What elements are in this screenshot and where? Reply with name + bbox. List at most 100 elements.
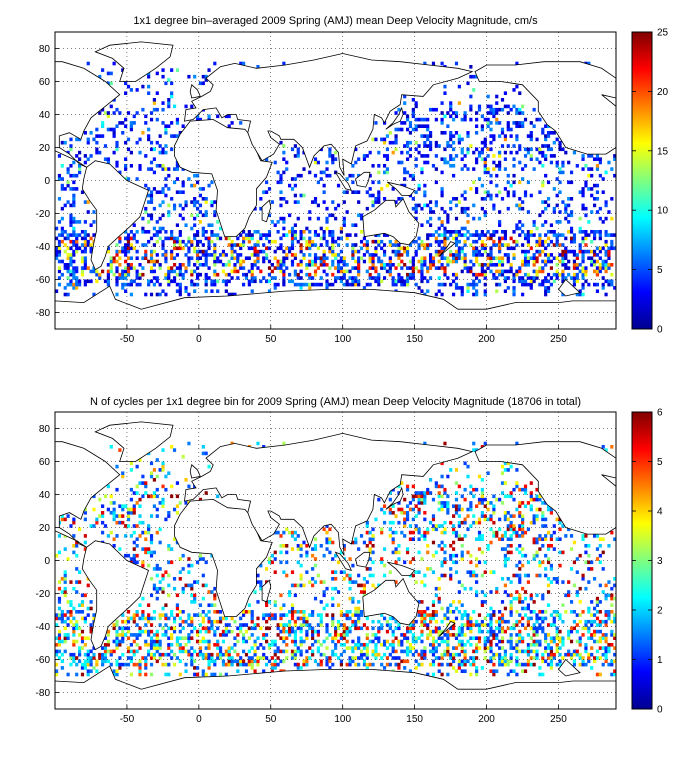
bin-cell — [288, 623, 292, 627]
bin-cell — [480, 230, 484, 234]
bin-cell — [207, 619, 211, 624]
bin-cell — [57, 639, 62, 644]
bin-cell — [578, 249, 582, 254]
bin-cell — [213, 282, 217, 287]
bin-cell — [374, 633, 378, 637]
bin-cell — [567, 203, 571, 208]
bin-cell — [345, 210, 349, 214]
bin-cell — [423, 530, 427, 535]
bin-cell — [587, 173, 591, 178]
bin-cell — [495, 289, 499, 293]
bin-cell — [276, 656, 280, 660]
bin-cell — [201, 187, 205, 191]
bin-cell — [486, 154, 490, 158]
bin-cell — [256, 656, 260, 660]
bin-cell — [299, 629, 303, 634]
bin-cell — [242, 662, 246, 667]
bin-cell — [506, 468, 510, 472]
bin-cell — [420, 276, 424, 280]
bin-cell — [477, 107, 482, 112]
bin-cell — [308, 210, 312, 214]
bin-cell — [144, 484, 148, 489]
bin-cell — [147, 187, 151, 191]
bin-cell — [101, 520, 105, 525]
bin-cell — [313, 269, 318, 274]
bin-cell — [147, 649, 151, 654]
bin-cell — [414, 147, 418, 152]
bin-cell — [161, 626, 165, 631]
bin-cell — [233, 249, 237, 254]
bin-cell — [285, 246, 289, 251]
bin-cell — [417, 183, 421, 188]
bin-cell — [201, 652, 205, 657]
bin-cell — [440, 540, 444, 545]
bin-cell — [454, 570, 459, 574]
bin-cell — [172, 269, 177, 274]
bin-cell — [273, 649, 277, 654]
bin-cell — [204, 672, 208, 677]
bin-cell — [584, 272, 588, 277]
bin-cell — [55, 652, 59, 657]
bin-cell — [83, 507, 87, 512]
bin-cell — [357, 173, 361, 178]
bin-cell — [216, 639, 220, 644]
bin-cell — [604, 233, 608, 237]
bin-cell — [124, 269, 128, 274]
bin-cell — [57, 197, 62, 201]
bin-cell — [115, 279, 119, 284]
bin-cell — [483, 656, 487, 660]
bin-cell — [293, 537, 297, 541]
bin-cell — [529, 147, 533, 152]
bin-cell — [523, 147, 528, 152]
bin-cell — [561, 243, 565, 247]
bin-cell — [561, 292, 565, 297]
bin-cell — [276, 230, 280, 234]
bin-cell — [518, 147, 522, 152]
bin-cell — [440, 629, 444, 634]
bin-cell — [325, 646, 329, 650]
bin-cell — [63, 292, 67, 297]
bin-cell — [581, 154, 585, 158]
bin-cell — [141, 226, 145, 231]
bin-cell — [388, 662, 392, 667]
bin-cell — [187, 249, 191, 254]
bin-cell — [92, 233, 96, 237]
bin-cell — [75, 243, 79, 247]
bin-cell — [279, 243, 283, 247]
bin-cell — [382, 666, 387, 670]
bin-cell — [204, 652, 208, 657]
bin-cell — [460, 629, 464, 634]
bin-cell — [518, 633, 522, 637]
colorbar-tick-label: 20 — [657, 87, 669, 98]
bin-cell — [331, 662, 335, 667]
bin-cell — [604, 263, 608, 267]
bin-cell — [98, 111, 102, 115]
bin-cell — [299, 623, 303, 627]
bin-cell — [121, 286, 125, 290]
bin-cell — [63, 593, 67, 598]
bin-cell — [276, 282, 280, 287]
bin-cell — [429, 649, 433, 654]
bin-cell — [213, 603, 217, 607]
bin-cell — [299, 243, 303, 247]
bin-cell — [63, 573, 67, 578]
bin-cell — [339, 269, 343, 274]
bin-cell — [362, 643, 367, 647]
bin-cell — [512, 527, 516, 532]
bin-cell — [273, 659, 277, 664]
bin-cell — [382, 547, 387, 551]
bin-cell — [503, 243, 507, 247]
bin-cell — [305, 243, 309, 247]
bin-cell — [299, 639, 303, 644]
bin-cell — [135, 464, 139, 469]
bin-cell — [115, 464, 119, 469]
bin-cell — [227, 259, 231, 264]
bin-cell — [290, 253, 295, 257]
bin-cell — [311, 649, 315, 654]
bin-cell — [336, 603, 341, 607]
bin-cell — [394, 249, 398, 254]
bin-cell — [365, 636, 369, 640]
bin-cell — [423, 61, 427, 66]
bin-cell — [138, 616, 142, 621]
bin-cell — [190, 593, 194, 598]
